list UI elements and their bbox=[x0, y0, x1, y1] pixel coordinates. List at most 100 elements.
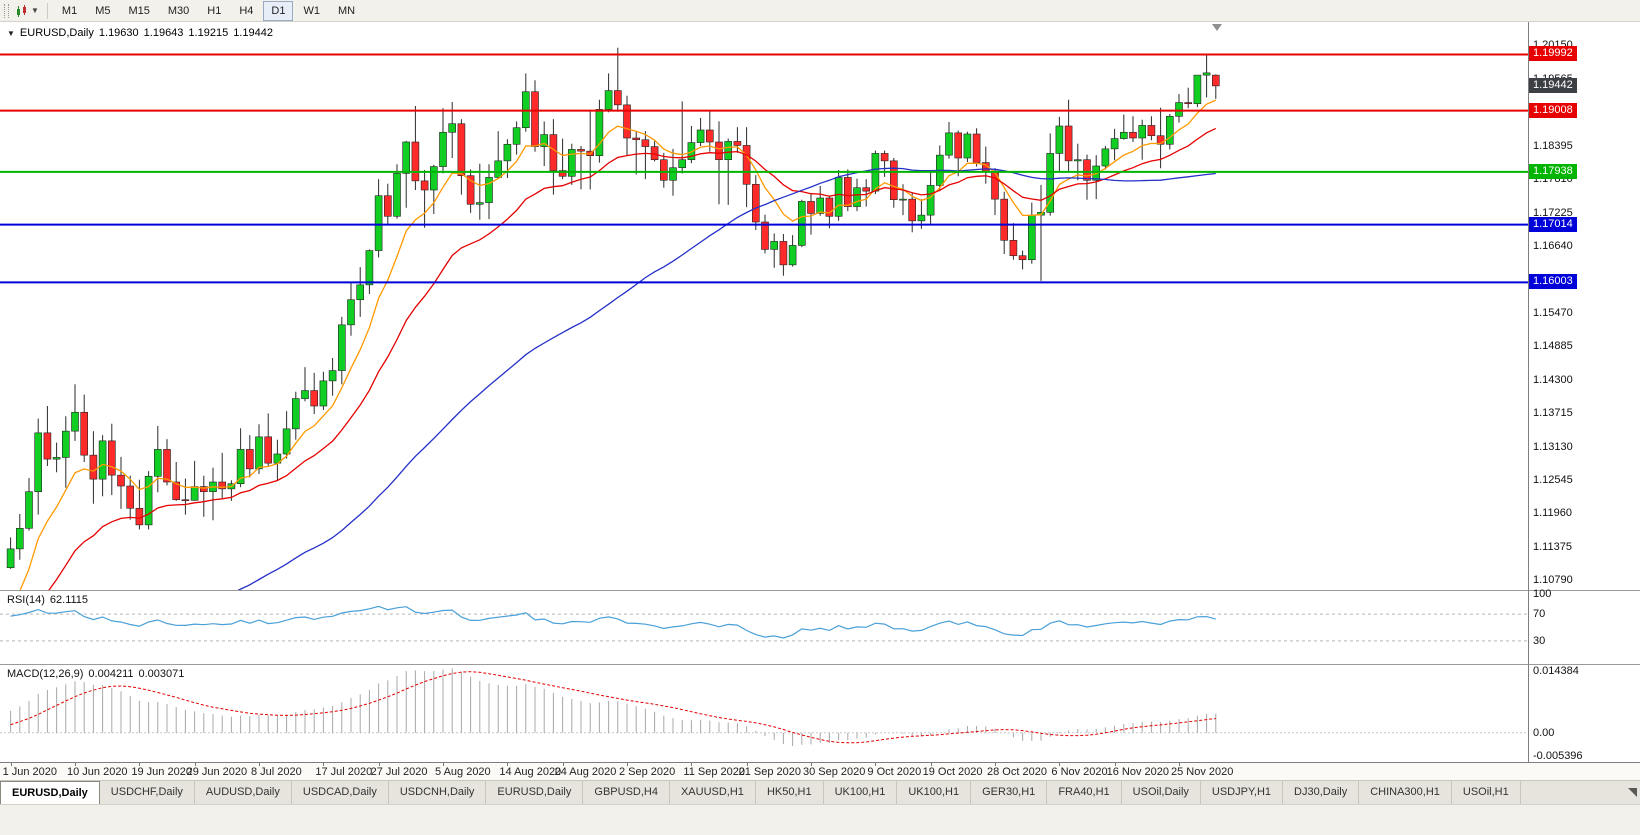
time-axis-tick bbox=[75, 763, 76, 766]
chart-tab-usdcnh-daily[interactable]: USDCNH,Daily bbox=[389, 781, 487, 804]
candle-body bbox=[282, 428, 291, 455]
chart-tab-audusd-daily[interactable]: AUDUSD,Daily bbox=[195, 781, 292, 804]
timeframe-button-h1[interactable]: H1 bbox=[207, 4, 222, 17]
macd-plot[interactable] bbox=[0, 664, 1528, 762]
date-label: 28 Oct 2020 bbox=[987, 766, 1047, 778]
rsi-axis-label: 100 bbox=[1533, 588, 1552, 600]
macd-chart bbox=[0, 668, 1528, 747]
time-axis-tick bbox=[10, 763, 12, 766]
candle-body bbox=[1193, 74, 1202, 105]
chart-tab-usdjpy-h1[interactable]: USDJPY,H1 bbox=[1201, 781, 1284, 804]
candle-body bbox=[402, 141, 411, 174]
price-axis-label: 1.13715 bbox=[1533, 407, 1573, 420]
timeframe-button-m1[interactable]: M1 bbox=[61, 4, 78, 17]
candle-body bbox=[853, 187, 861, 207]
macd-label: MACD(12,26,9) 0.004211 0.003071 bbox=[7, 668, 184, 680]
candle-body bbox=[797, 201, 806, 246]
time-axis-tick bbox=[139, 763, 141, 766]
time-axis-tick bbox=[995, 763, 996, 766]
macd-signal-line bbox=[10, 671, 1216, 744]
toolbar-grip[interactable] bbox=[4, 3, 9, 18]
candle-body bbox=[1055, 125, 1064, 154]
timeframe-button-d1[interactable]: D1 bbox=[263, 0, 294, 21]
chart-tab-uk100-h1[interactable]: UK100,H1 bbox=[897, 781, 972, 804]
time-axis-tick bbox=[811, 763, 812, 766]
rsi-label: RSI(14) 62.1115 bbox=[7, 594, 88, 606]
candle-body bbox=[834, 177, 843, 217]
time-axis-tick bbox=[691, 763, 693, 766]
rsi-axis-label: 70 bbox=[1533, 608, 1546, 621]
candle-body bbox=[641, 139, 650, 147]
candle-body bbox=[926, 185, 935, 216]
chart-tab-uk100-h1[interactable]: UK100,H1 bbox=[824, 781, 898, 804]
timeframe-button-h4[interactable]: H4 bbox=[239, 4, 254, 17]
candle-body bbox=[678, 159, 687, 169]
date-label: 19 Jun 2020 bbox=[131, 766, 192, 778]
chart-tab-usoil-h1[interactable]: USOil,H1 bbox=[1452, 781, 1521, 804]
candle-body bbox=[880, 153, 889, 162]
chart-tab-eurusd-daily[interactable]: EURUSD,Daily bbox=[486, 781, 584, 804]
chart-tab-gbpusd-h4[interactable]: GBPUSD,H4 bbox=[583, 781, 670, 804]
candle-body bbox=[549, 134, 558, 171]
time-axis-tick bbox=[627, 763, 628, 766]
candle-body bbox=[1074, 159, 1082, 162]
candle-body bbox=[43, 432, 52, 460]
rsi-axis[interactable]: 100 70 30 bbox=[1528, 588, 1640, 664]
candle-body bbox=[632, 137, 641, 141]
chart-collapse-icon[interactable]: ▼ bbox=[7, 28, 15, 38]
price-axis[interactable]: 1.201501.195651.189801.183951.178101.172… bbox=[1528, 22, 1640, 590]
candle-body bbox=[200, 486, 208, 493]
price-axis-label: 1.14300 bbox=[1533, 373, 1573, 386]
time-axis[interactable]: 1 Jun 2020 10 Jun 2020 19 Jun 2020 29 Jun 2… bbox=[0, 762, 1640, 780]
timeframe-button-mn[interactable]: MN bbox=[337, 4, 356, 17]
timeframe-button-m30[interactable]: M30 bbox=[167, 4, 190, 17]
hline-price-badge: 1.17014 bbox=[1529, 216, 1577, 232]
chart-tab-china300-h1[interactable]: CHINA300,H1 bbox=[1359, 781, 1452, 804]
date-label: 1 Jun 2020 bbox=[2, 766, 58, 778]
date-label: 5 Aug 2020 bbox=[435, 766, 491, 778]
candle-body bbox=[862, 187, 871, 192]
chart-tab-usdcad-daily[interactable]: USDCAD,Daily bbox=[292, 781, 389, 804]
chart-tab-dj30-daily[interactable]: DJ30,Daily bbox=[1283, 781, 1360, 804]
hline-price-badge: 1.19992 bbox=[1529, 46, 1577, 62]
candlestick-chart bbox=[0, 47, 1528, 590]
chart-tab-eurusd-daily[interactable]: EURUSD,Daily bbox=[0, 781, 100, 804]
chart-low-value: 1.19215 bbox=[188, 27, 229, 39]
timeframe-button-m15[interactable]: M15 bbox=[128, 4, 150, 17]
chart-period-icon[interactable] bbox=[13, 3, 31, 19]
timeframe-button-m5[interactable]: M5 bbox=[95, 4, 111, 17]
candle-body bbox=[71, 411, 79, 432]
candle-body bbox=[1212, 74, 1220, 87]
chart-title: ▼ EURUSD,Daily 1.19630 1.19643 1.19215 1… bbox=[7, 27, 273, 39]
candle-body bbox=[696, 129, 705, 143]
date-label: 21 Sep 2020 bbox=[738, 766, 801, 778]
candle-body bbox=[816, 197, 825, 214]
timeframe-button-w1[interactable]: W1 bbox=[303, 4, 320, 17]
candle-body bbox=[301, 390, 309, 399]
macd-main-value: 0.004211 bbox=[88, 668, 134, 680]
macd-axis-label: 0.00 bbox=[1533, 726, 1555, 739]
candle-body bbox=[715, 141, 723, 161]
date-label: 17 Jul 2020 bbox=[315, 766, 373, 778]
candle-body bbox=[485, 177, 493, 203]
candle-body bbox=[34, 432, 43, 493]
candle-body bbox=[650, 146, 659, 161]
chart-shift-marker-icon[interactable] bbox=[1212, 24, 1222, 31]
chart-tab-fra40-h1[interactable]: FRA40,H1 bbox=[1047, 781, 1122, 804]
price-axis-label: 1.17225 bbox=[1533, 206, 1573, 219]
chart-tab-hk50-h1[interactable]: HK50,H1 bbox=[756, 781, 824, 804]
candle-body bbox=[843, 177, 852, 207]
tab-scroll-icon[interactable] bbox=[1628, 788, 1637, 797]
dropdown-caret-icon[interactable]: ▼ bbox=[31, 6, 39, 15]
chart-tab-usoil-daily[interactable]: USOil,Daily bbox=[1122, 781, 1201, 804]
rsi-plot[interactable] bbox=[0, 590, 1528, 664]
price-plot[interactable] bbox=[0, 22, 1528, 590]
rsi-chart bbox=[0, 605, 1528, 642]
chart-tab-ger30-h1[interactable]: GER30,H1 bbox=[971, 781, 1048, 804]
candle-body bbox=[1202, 72, 1211, 76]
chart-tab-usdchf-daily[interactable]: USDCHF,Daily bbox=[100, 781, 195, 804]
candle-body bbox=[89, 454, 98, 480]
macd-axis[interactable]: 0.014384 0.00 -0.005396 bbox=[1528, 664, 1640, 762]
candle-body bbox=[1028, 214, 1036, 261]
chart-tab-xauusd-h1[interactable]: XAUUSD,H1 bbox=[670, 781, 756, 804]
